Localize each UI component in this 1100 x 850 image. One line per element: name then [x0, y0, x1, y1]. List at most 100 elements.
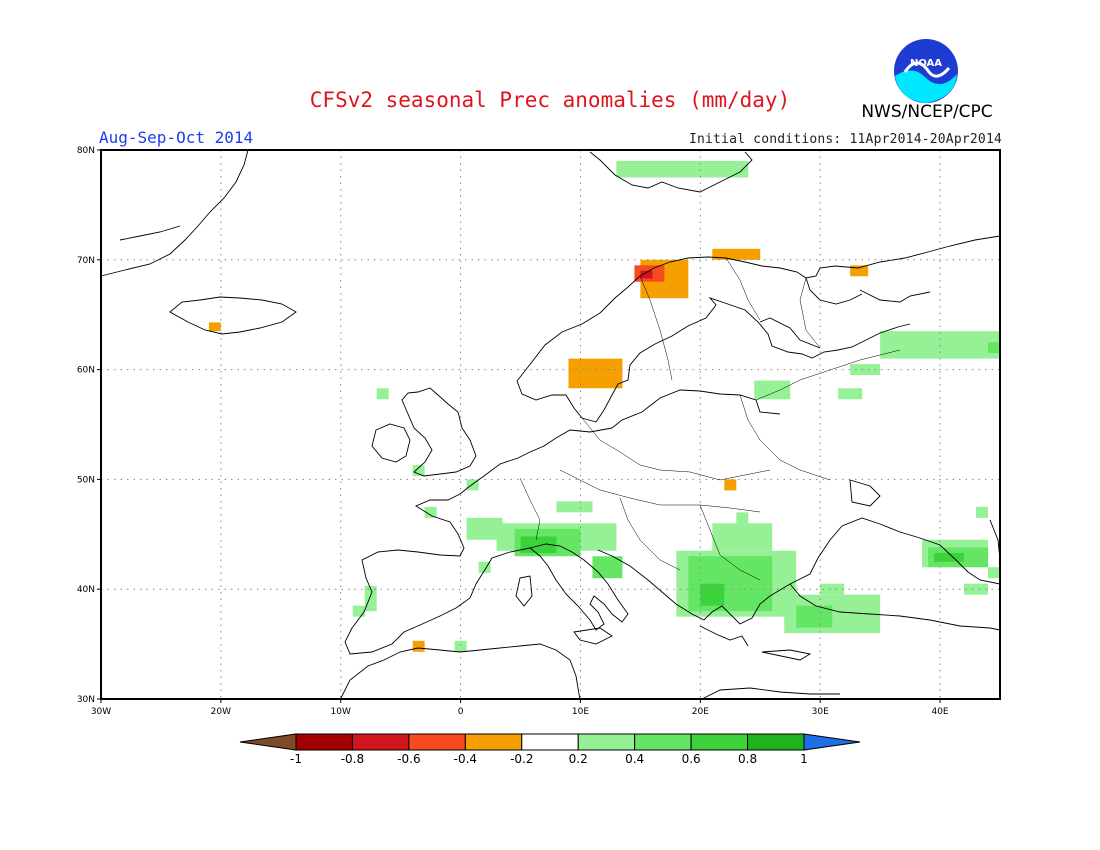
coastline-crete	[761, 649, 812, 661]
anomaly-cell-0	[616, 160, 749, 178]
coastline-libya-egypt	[699, 687, 840, 701]
coastline-corsica-sardinia	[515, 575, 533, 607]
border-romania-serbia	[699, 504, 761, 581]
colorbar-cell-5	[521, 733, 579, 751]
colorbar-label: 0.8	[738, 752, 757, 766]
anomaly-cell-12	[838, 388, 863, 400]
colorbar-label: -0.8	[341, 752, 364, 766]
border-baltics-russia	[755, 349, 901, 401]
anomaly-shading	[208, 160, 1000, 652]
coastline-baltic-south	[611, 389, 781, 429]
gridlines	[101, 150, 1000, 699]
coastline-gulf-finland	[759, 317, 821, 349]
anomaly-cell-29	[700, 583, 725, 606]
y-tick-label: 70N	[77, 256, 95, 266]
noaa-logo-icon: NOAA	[893, 38, 959, 104]
country-borders	[519, 257, 901, 581]
anomaly-cell-7	[568, 358, 623, 389]
border-norway-sweden	[639, 275, 673, 381]
anomaly-cell-33	[856, 596, 869, 608]
coastline-peloponnese	[699, 625, 749, 647]
y-tick-label: 60N	[77, 366, 95, 376]
anomaly-cell-37	[988, 567, 1000, 579]
coastline-greenland	[100, 149, 249, 277]
colorbar-label: 1	[800, 752, 808, 766]
axis-labels: 30W 20W 10W 0 10E 20E 30E 40E 30N 40N 50N 60N 70N 80N	[77, 146, 949, 717]
coastline-ireland	[371, 423, 411, 463]
coastline-white-sea	[859, 289, 931, 303]
map-frame	[100, 149, 1001, 700]
anomaly-cell-18	[466, 517, 503, 540]
anomaly-cell-31	[796, 605, 833, 628]
anomaly-cell-39	[964, 583, 989, 595]
y-tick-label: 80N	[77, 146, 95, 156]
coastline-sicily	[573, 627, 613, 645]
anomaly-cell-32	[820, 583, 845, 595]
colorbar-cell-max	[803, 733, 861, 751]
y-tick-label: 40N	[77, 585, 95, 595]
x-tick-label: 10W	[331, 707, 351, 717]
colorbar-cell-2	[351, 733, 410, 751]
anomaly-cell-1	[712, 248, 761, 260]
border-belarus-ukraine	[739, 394, 831, 481]
x-tick-label: 0	[458, 707, 464, 717]
x-tick-label: 40E	[931, 707, 948, 717]
anomaly-cell-42	[412, 640, 425, 652]
anomaly-cell-5	[850, 265, 869, 277]
colorbar-cell-3	[408, 733, 466, 751]
colorbar-cell-4	[464, 733, 523, 751]
anomaly-cell-4	[640, 270, 653, 279]
anomaly-cell-19	[556, 501, 593, 513]
coastline-balkans	[597, 549, 791, 625]
anomaly-cell-24	[478, 561, 491, 573]
x-tick-label: 10E	[572, 707, 589, 717]
anomaly-cell-8	[880, 331, 1000, 359]
border-central-2	[559, 469, 761, 513]
anomaly-cell-16	[724, 479, 737, 491]
anomaly-cell-43	[454, 640, 467, 652]
anomaly-cell-22	[520, 536, 557, 553]
anomaly-cell-40	[364, 585, 377, 612]
chart-title: CFSv2 seasonal Prec anomalies (mm/day)	[309, 88, 791, 112]
colorbar: -1 -0.8 -0.6 -0.4 -0.2 0.2 0.4 0.6 0.8 1	[239, 733, 861, 766]
anomaly-cell-15	[466, 479, 479, 491]
coastline-west-europe	[344, 427, 613, 655]
anomaly-cell-14	[412, 465, 425, 477]
y-tick-label: 50N	[77, 475, 95, 485]
anomaly-cell-10	[850, 364, 881, 376]
anomaly-cell-13	[376, 388, 389, 400]
border-sweden-finland	[725, 257, 761, 321]
coastline-italy	[529, 543, 629, 631]
coastline-black-sea	[789, 517, 1001, 585]
colorbar-label: -1	[290, 752, 302, 766]
coastlines	[100, 149, 1001, 701]
anomaly-cell-36	[934, 552, 965, 562]
anomaly-cell-17	[424, 506, 437, 518]
coastline-iceland	[169, 296, 297, 335]
x-tick-label: 30E	[812, 707, 829, 717]
colorbar-label: -0.6	[397, 752, 420, 766]
border-france-germany	[519, 477, 541, 541]
coastline-north	[516, 235, 1001, 382]
border-central-1	[581, 417, 771, 481]
coastline-greenland-fjord	[119, 225, 181, 241]
forecast-period: Aug-Sep-Oct 2014	[99, 128, 254, 147]
colorbar-cell-8	[690, 733, 749, 751]
x-tick-label: 20W	[211, 707, 231, 717]
agency-label: NWS/NCEP/CPC	[861, 102, 993, 122]
x-tick-label: 20E	[692, 707, 709, 717]
coastline-north-africa	[339, 643, 581, 701]
colorbar-cell-7	[634, 733, 692, 751]
y-tick-label: 30N	[77, 695, 95, 705]
coastline-baltic	[516, 297, 911, 423]
colorbar-label: -0.2	[510, 752, 533, 766]
anomaly-cell-9	[988, 342, 1000, 354]
colorbar-cell-9	[747, 733, 805, 751]
initial-conditions: Initial conditions: 11Apr2014-20Apr2014	[688, 132, 1002, 147]
coastline-crimea	[849, 479, 881, 507]
coastline-svalbard	[589, 151, 753, 193]
border-finland-russia	[799, 277, 821, 349]
anomaly-cell-26	[736, 512, 749, 524]
colorbar-cell-min	[239, 733, 297, 751]
